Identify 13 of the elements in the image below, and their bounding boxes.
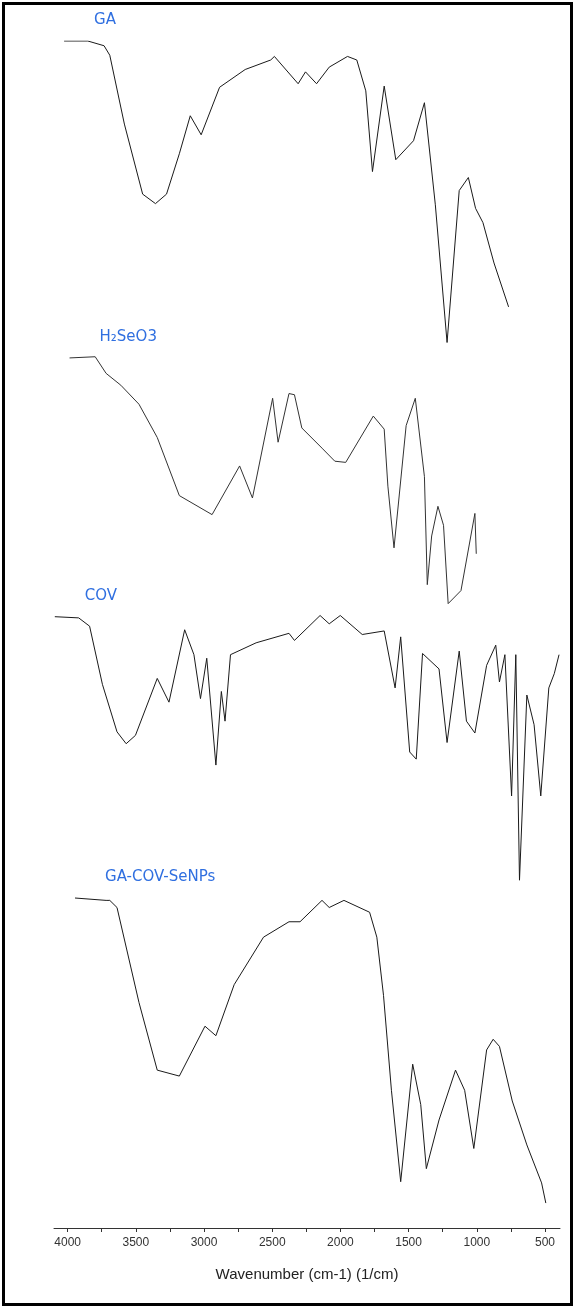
x-tick-label: 1000 — [463, 1235, 491, 1249]
x-tick-label: 2500 — [258, 1235, 286, 1249]
x-axis-title: Wavenumber (cm-1) (1/cm) — [215, 1265, 399, 1282]
x-tick-label: 3500 — [122, 1235, 150, 1249]
series-label: H₂SeO3 — [99, 326, 157, 345]
series-label: GA — [94, 10, 117, 28]
x-tick-label: 500 — [534, 1235, 556, 1249]
x-tick-label: 2000 — [327, 1235, 355, 1249]
x-tick-label: 1500 — [395, 1235, 423, 1249]
series-label: GA-COV-SeNPs — [105, 867, 216, 886]
series-label: COV — [84, 585, 118, 604]
x-tick-label: 3000 — [190, 1235, 218, 1249]
x-tick-label: 4000 — [54, 1235, 82, 1249]
